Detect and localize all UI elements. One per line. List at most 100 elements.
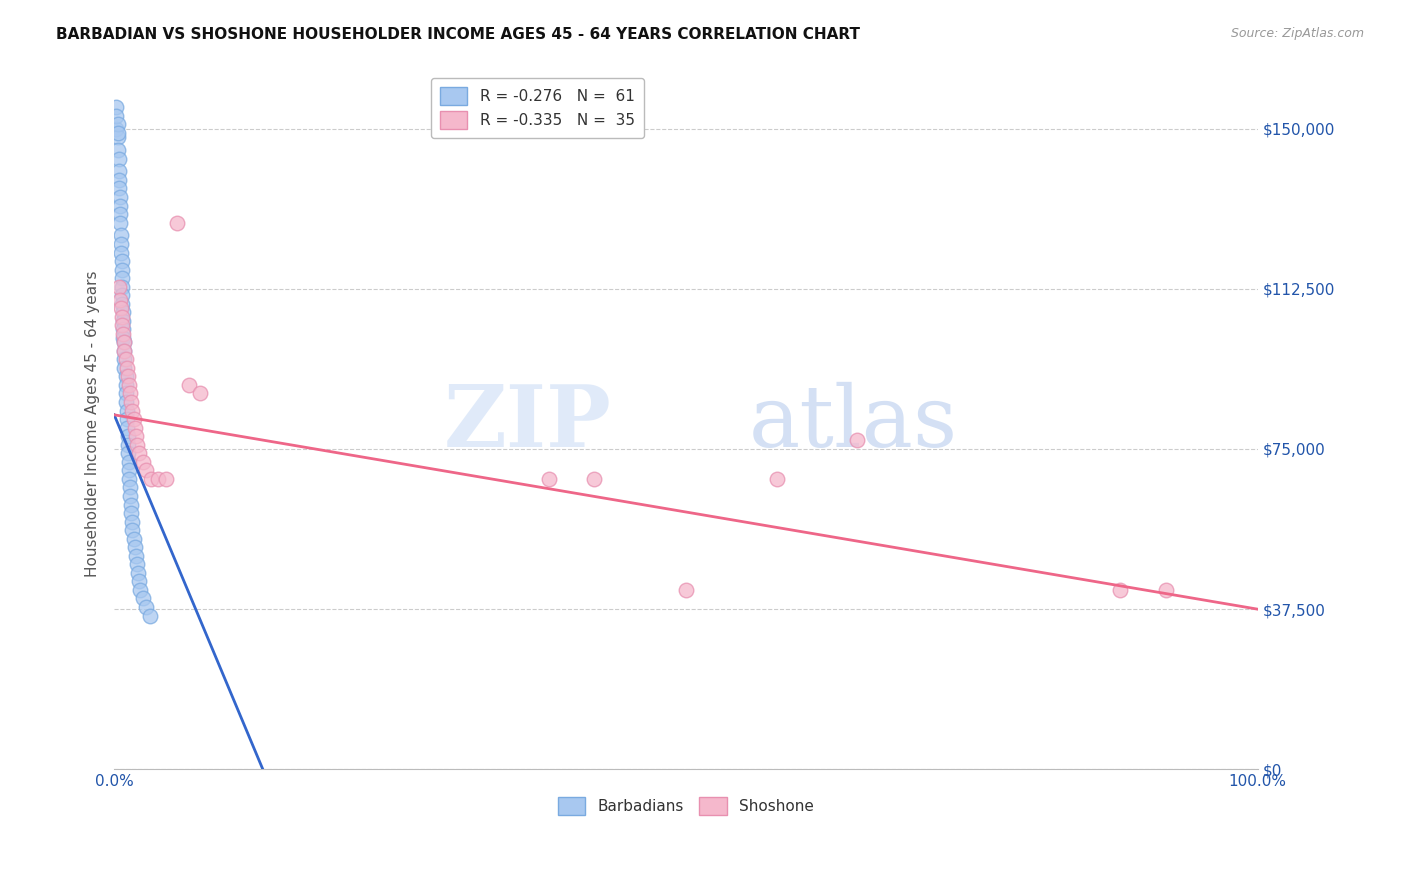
Point bbox=[108, 190, 131, 204]
Point bbox=[112, 331, 135, 345]
Point bbox=[846, 434, 869, 448]
Point bbox=[108, 198, 131, 212]
Point bbox=[121, 403, 143, 417]
Point bbox=[121, 515, 143, 529]
Point bbox=[111, 288, 134, 302]
Point bbox=[108, 207, 131, 221]
Point bbox=[124, 540, 146, 554]
Point bbox=[110, 245, 132, 260]
Point bbox=[107, 117, 129, 131]
Point bbox=[112, 305, 135, 319]
Point bbox=[125, 438, 148, 452]
Point bbox=[111, 262, 134, 277]
Point bbox=[107, 279, 129, 293]
Point bbox=[121, 523, 143, 537]
Point bbox=[117, 369, 139, 384]
Point bbox=[127, 566, 149, 580]
Point bbox=[105, 109, 128, 123]
Point bbox=[110, 301, 132, 315]
Point bbox=[125, 429, 148, 443]
Point bbox=[114, 335, 136, 350]
Point bbox=[115, 360, 138, 375]
Point bbox=[114, 335, 136, 350]
Legend: Barbadians, Shoshone: Barbadians, Shoshone bbox=[548, 788, 823, 824]
Point bbox=[135, 463, 157, 477]
Point bbox=[188, 386, 211, 401]
Point bbox=[105, 121, 128, 136]
Point bbox=[107, 152, 129, 166]
Point bbox=[166, 216, 188, 230]
Point bbox=[107, 143, 129, 157]
Point bbox=[115, 403, 138, 417]
Point bbox=[1154, 582, 1177, 597]
Point bbox=[120, 480, 142, 494]
Point bbox=[110, 228, 132, 243]
Point bbox=[139, 472, 162, 486]
Point bbox=[132, 455, 155, 469]
Point bbox=[115, 420, 138, 434]
Point bbox=[107, 181, 129, 195]
Point bbox=[118, 472, 141, 486]
Point bbox=[114, 386, 136, 401]
Text: ZIP: ZIP bbox=[444, 382, 612, 466]
Point bbox=[114, 360, 136, 375]
Point bbox=[125, 558, 148, 572]
Text: Source: ZipAtlas.com: Source: ZipAtlas.com bbox=[1230, 27, 1364, 40]
Point bbox=[138, 608, 160, 623]
Point bbox=[135, 600, 157, 615]
Point bbox=[107, 130, 129, 145]
Point bbox=[120, 386, 142, 401]
Point bbox=[177, 378, 200, 392]
Point bbox=[120, 498, 142, 512]
Y-axis label: Householder Income Ages 45 - 64 years: Householder Income Ages 45 - 64 years bbox=[86, 270, 100, 576]
Point bbox=[125, 549, 148, 563]
Point bbox=[117, 429, 139, 443]
Point bbox=[129, 582, 152, 597]
Point bbox=[155, 472, 177, 486]
Point bbox=[114, 352, 136, 367]
Point bbox=[120, 506, 142, 520]
Point bbox=[128, 446, 150, 460]
Point bbox=[146, 472, 169, 486]
Point bbox=[111, 254, 134, 268]
Point bbox=[117, 438, 139, 452]
Point bbox=[118, 455, 141, 469]
Point bbox=[111, 318, 134, 333]
Point bbox=[583, 472, 606, 486]
Point bbox=[105, 100, 128, 114]
Point bbox=[114, 352, 136, 367]
Point bbox=[112, 322, 135, 336]
Text: atlas: atlas bbox=[749, 382, 957, 465]
Point bbox=[111, 297, 134, 311]
Point bbox=[128, 574, 150, 589]
Point bbox=[120, 395, 142, 409]
Point bbox=[766, 472, 789, 486]
Point bbox=[122, 412, 145, 426]
Point bbox=[115, 412, 138, 426]
Point bbox=[107, 164, 129, 178]
Point bbox=[110, 237, 132, 252]
Point bbox=[120, 489, 142, 503]
Point bbox=[118, 378, 141, 392]
Point bbox=[111, 310, 134, 324]
Point bbox=[112, 326, 135, 341]
Point bbox=[114, 343, 136, 358]
Point bbox=[111, 271, 134, 285]
Point bbox=[114, 378, 136, 392]
Point bbox=[107, 126, 129, 140]
Point bbox=[114, 369, 136, 384]
Point bbox=[107, 173, 129, 187]
Point bbox=[675, 582, 697, 597]
Point bbox=[114, 395, 136, 409]
Point bbox=[108, 293, 131, 307]
Point bbox=[114, 343, 136, 358]
Point bbox=[122, 532, 145, 546]
Point bbox=[117, 446, 139, 460]
Point bbox=[118, 463, 141, 477]
Text: BARBADIAN VS SHOSHONE HOUSEHOLDER INCOME AGES 45 - 64 YEARS CORRELATION CHART: BARBADIAN VS SHOSHONE HOUSEHOLDER INCOME… bbox=[56, 27, 860, 42]
Point bbox=[111, 279, 134, 293]
Point bbox=[124, 420, 146, 434]
Point bbox=[112, 314, 135, 328]
Point bbox=[1109, 582, 1132, 597]
Point bbox=[108, 216, 131, 230]
